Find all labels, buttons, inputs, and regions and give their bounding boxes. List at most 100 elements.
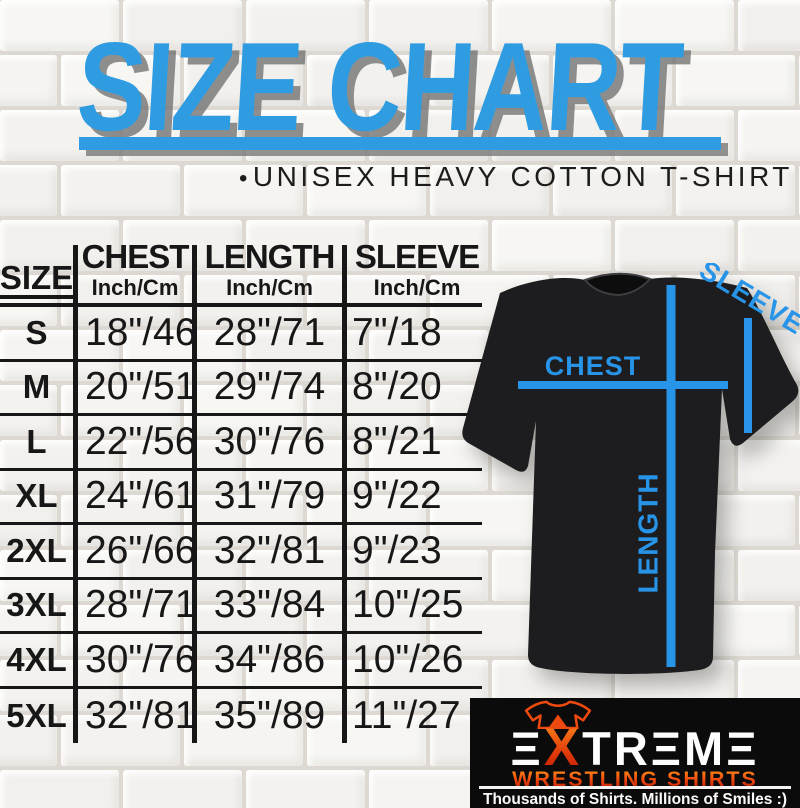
- table-cell: 30"/76: [78, 634, 197, 689]
- brand-tagline: Thousands of Shirts. Millions of Smiles …: [483, 790, 787, 808]
- brick: [184, 55, 303, 106]
- brick: [738, 440, 800, 491]
- table-cell: 8"/20: [347, 362, 482, 416]
- brick: [492, 220, 611, 271]
- page-title: SIZE CHART: [73, 16, 686, 157]
- table-cell: L: [0, 416, 78, 471]
- brick: [676, 55, 795, 106]
- brick: [553, 165, 672, 216]
- brick: [0, 770, 119, 808]
- brick: [615, 220, 734, 271]
- brick: [615, 0, 734, 51]
- brick: [307, 385, 426, 436]
- table-cell: 32"/81: [78, 688, 197, 743]
- brick: [123, 440, 242, 491]
- table-cell: 5XL: [0, 688, 78, 743]
- brick: [369, 770, 488, 808]
- table-cell: 3XL: [0, 579, 78, 634]
- column-header-chest: CHEST Inch/Cm: [78, 239, 197, 307]
- brick: [123, 330, 242, 381]
- brick: [0, 165, 57, 216]
- brick: [738, 0, 800, 51]
- brick: [369, 660, 488, 711]
- table-cell: 34"/86: [197, 634, 347, 689]
- brick: [492, 0, 611, 51]
- brick: [676, 165, 795, 216]
- brick: [123, 220, 242, 271]
- chest-label: CHEST: [545, 351, 642, 381]
- brick: [0, 550, 119, 601]
- brick: [307, 55, 426, 106]
- brick: [307, 495, 426, 546]
- brand-tshirt-icon: [524, 700, 592, 729]
- column-header-size: SIZE: [0, 245, 78, 307]
- brick: [369, 0, 488, 51]
- table-cell: 20"/51: [78, 361, 197, 416]
- brick: [430, 495, 549, 546]
- brand-divider: [479, 786, 791, 789]
- brick: [307, 605, 426, 656]
- table-cell: 32"/81: [197, 525, 347, 580]
- brick: [184, 495, 303, 546]
- brick: [0, 330, 119, 381]
- brick: [61, 385, 180, 436]
- table-cell: 4XL: [0, 634, 78, 689]
- table-cell: 7"/18: [347, 307, 482, 362]
- table-cell: S: [0, 307, 78, 362]
- brick: [307, 165, 426, 216]
- brick: [553, 55, 672, 106]
- brick: [369, 440, 488, 491]
- brick: [369, 550, 488, 601]
- column-header-length: LENGTH Inch/Cm: [197, 239, 347, 307]
- table-cell: 30"/76: [197, 416, 347, 471]
- table-cell: 9"/22: [347, 471, 482, 525]
- brand-x-letter: X: [543, 718, 583, 777]
- brick: [0, 220, 119, 271]
- brick: [0, 275, 57, 326]
- brick: [61, 165, 180, 216]
- table-cell: 28"/71: [197, 307, 347, 362]
- brick: [246, 110, 365, 161]
- brick: [0, 660, 119, 711]
- brick: [61, 495, 180, 546]
- brick: [123, 550, 242, 601]
- brick: [246, 770, 365, 808]
- brick: [0, 385, 57, 436]
- table-cell: 8"/21: [347, 416, 482, 471]
- brick: [430, 55, 549, 106]
- size-chart-table: SIZE CHEST Inch/Cm LENGTH Inch/Cm SLEEVE In…: [0, 239, 482, 743]
- brick: [61, 55, 180, 106]
- table-cell: 9"/23: [347, 525, 482, 580]
- brand-banner: ΞXTRΞMΞ WRESTLING SHIRTS Thousands of Sh…: [470, 698, 800, 808]
- brick: [0, 495, 57, 546]
- brick: [430, 165, 549, 216]
- brick: [61, 715, 180, 766]
- brick: [123, 770, 242, 808]
- table-cell: 22"/56: [78, 416, 197, 471]
- brick: [184, 165, 303, 216]
- brick: [492, 110, 611, 161]
- table-cell: M: [0, 361, 78, 416]
- brick: [0, 0, 119, 51]
- brick: [184, 605, 303, 656]
- table-cell: 24"/61: [78, 470, 197, 525]
- brick: [0, 605, 57, 656]
- title-underline: [79, 137, 721, 150]
- brick: [738, 110, 800, 161]
- brick: [0, 440, 119, 491]
- table-cell: XL: [0, 470, 78, 525]
- brick: [123, 0, 242, 51]
- tshirt-diagram: CHEST LENGTH SLEEVE: [462, 263, 800, 674]
- tshirt-body: [462, 273, 799, 674]
- brick: [123, 110, 242, 161]
- brick: [0, 110, 119, 161]
- brick: [246, 0, 365, 51]
- table-cell: 10"/25: [347, 580, 482, 634]
- tshirt-collar: [583, 272, 652, 297]
- brick: [184, 385, 303, 436]
- table-cell: 18"/46: [78, 307, 197, 362]
- brick: [369, 220, 488, 271]
- bullet-icon: •: [239, 165, 251, 192]
- brick: [369, 110, 488, 161]
